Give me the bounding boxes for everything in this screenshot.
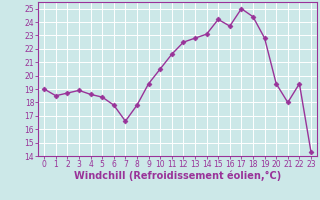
X-axis label: Windchill (Refroidissement éolien,°C): Windchill (Refroidissement éolien,°C)	[74, 171, 281, 181]
